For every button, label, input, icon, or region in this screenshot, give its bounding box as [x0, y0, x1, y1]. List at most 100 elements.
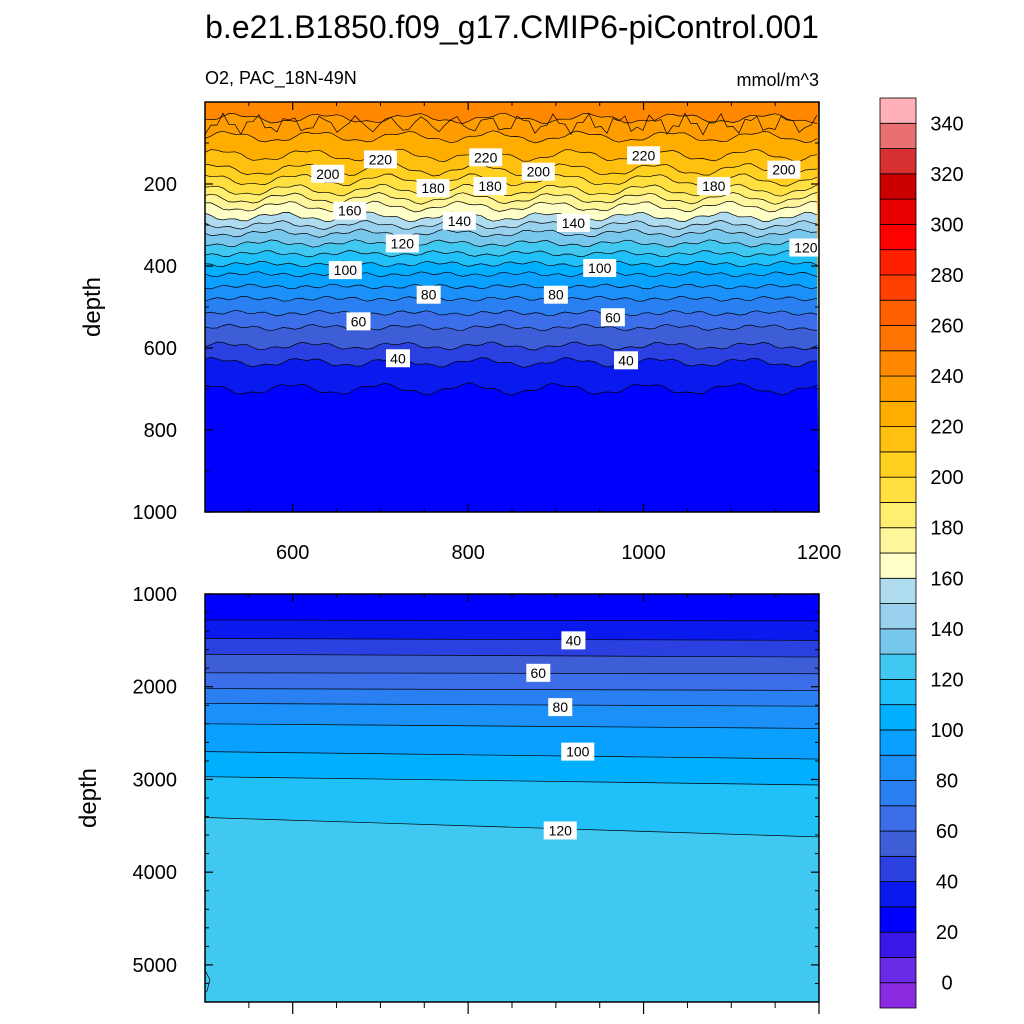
svg-text:60: 60: [351, 313, 367, 329]
colorbar-box-33: [879, 148, 917, 175]
colorbar-label: 180: [930, 518, 963, 540]
upper-contour-fill: [205, 102, 819, 512]
svg-text:80: 80: [552, 699, 568, 715]
colorbar-box-34: [879, 122, 917, 149]
lower-contour-label-3: 100: [561, 742, 595, 761]
colorbar-box-19: [879, 502, 917, 529]
upper-ytick-label: 400: [144, 256, 177, 278]
upper-contour-70: [205, 309, 818, 317]
upper-contour-110: [205, 260, 818, 268]
lower-contour-label-4: 120: [543, 821, 577, 840]
svg-text:220: 220: [474, 149, 498, 165]
upper-contour-label-5: 200: [767, 160, 801, 179]
svg-text:80: 80: [548, 287, 564, 303]
lower-axis-ticks: 1000 2000 3000 4000 5000: [133, 584, 820, 1014]
colorbar-label: 260: [930, 316, 963, 338]
colorbar-label: 160: [930, 568, 963, 590]
colorbar: 0 20 40 60 80 100 120 140 160 180 200 220 240 260 280 3…: [879, 97, 964, 1009]
colorbar-label: 20: [936, 922, 958, 944]
colorbar-box-9: [879, 754, 917, 781]
svg-text:180: 180: [421, 180, 445, 196]
svg-text:40: 40: [618, 352, 634, 368]
lower-contour-label-1: 60: [526, 663, 551, 682]
svg-text:200: 200: [316, 166, 340, 182]
upper-contour-130: [205, 239, 818, 248]
upper-contour-lines: [205, 112, 818, 396]
colorbar-box-7: [879, 805, 917, 832]
upper-contour-180: [205, 192, 818, 205]
svg-text:220: 220: [632, 147, 656, 163]
upper-ytick-label: 800: [144, 420, 177, 442]
upper-contour-label-12: 120: [789, 238, 823, 257]
lower-contour-50: [205, 653, 819, 658]
upper-contour-label-17: 80: [543, 285, 568, 304]
svg-text:40: 40: [566, 632, 582, 648]
svg-text:100: 100: [566, 744, 590, 760]
colorbar-box-0: [879, 982, 917, 1009]
colorbar-box-13: [879, 653, 917, 680]
upper-panel: 220 220 220 200 200 200 180 180 180 160 140 140 120 1…: [79, 101, 842, 564]
svg-text:200: 200: [527, 164, 551, 180]
colorbar-box-18: [879, 527, 917, 554]
upper-contour-label-18: 60: [346, 312, 371, 331]
lower-ytick-label: 1000: [133, 584, 178, 606]
upper-contour-100: [205, 271, 818, 278]
svg-text:140: 140: [562, 215, 586, 231]
upper-contour-label-8: 180: [697, 177, 731, 196]
lower-contour-fill: [205, 594, 819, 1002]
upper-contour-label-9: 160: [333, 201, 367, 220]
colorbar-box-32: [879, 173, 917, 200]
lower-ytick-label: 5000: [133, 955, 178, 977]
lower-contour-70: [205, 688, 819, 691]
colorbar-label: 300: [930, 214, 963, 236]
upper-xtick-label: 1000: [621, 542, 666, 564]
upper-contour-50: [205, 341, 818, 351]
lower-contour-100: [205, 751, 819, 760]
svg-text:180: 180: [702, 178, 726, 194]
colorbar-label: 40: [936, 872, 958, 894]
lower-contour-label-0: 40: [561, 631, 586, 650]
upper-contour-60: [205, 323, 818, 332]
colorbar-label: 320: [930, 164, 963, 186]
colorbar-box-5: [879, 855, 917, 883]
colorbar-box-4: [879, 881, 917, 908]
upper-ytick-label: 600: [144, 338, 177, 360]
colorbar-label: 280: [930, 265, 963, 287]
colorbar-box-29: [879, 249, 917, 276]
colorbar-label: 0: [941, 973, 952, 995]
lower-contour-30: [205, 619, 819, 622]
upper-contour-label-6: 180: [416, 179, 450, 198]
upper-contour-label-16: 80: [416, 285, 441, 304]
upper-contour-label-13: 120: [385, 234, 419, 253]
upper-contour-210: [205, 162, 818, 177]
upper-xtick-label: 600: [276, 542, 309, 564]
colorbar-label: 60: [936, 821, 958, 843]
colorbar-box-31: [879, 198, 917, 225]
lower-contour-90: [205, 723, 819, 729]
colorbar-box-10: [879, 729, 917, 756]
colorbar-box-16: [879, 577, 917, 604]
colorbar-box-26: [879, 325, 917, 352]
colorbar-box-24: [879, 375, 917, 402]
svg-text:120: 120: [549, 822, 573, 838]
upper-contour-140: [205, 228, 818, 238]
upper-xtick-label: 1200: [797, 542, 842, 564]
svg-text:100: 100: [334, 262, 358, 278]
upper-contour-label-19: 60: [600, 308, 625, 327]
upper-contour-220: [205, 148, 818, 162]
colorbar-box-30: [879, 223, 917, 251]
svg-text:40: 40: [390, 350, 406, 366]
svg-text:60: 60: [605, 309, 621, 325]
colorbar-label: 200: [930, 467, 963, 489]
lower-contour-110: [205, 776, 819, 786]
upper-contour-label-11: 140: [556, 213, 590, 232]
colorbar-label: 120: [930, 669, 963, 691]
upper-contour-label-10: 140: [442, 211, 476, 230]
lower-ytick-label: 3000: [133, 769, 178, 791]
colorbar-box-17: [879, 552, 917, 579]
svg-text:120: 120: [794, 240, 818, 256]
colorbar-box-12: [879, 678, 917, 706]
upper-contour-label-14: 100: [328, 261, 362, 280]
lower-ytick-label: 4000: [133, 862, 178, 884]
